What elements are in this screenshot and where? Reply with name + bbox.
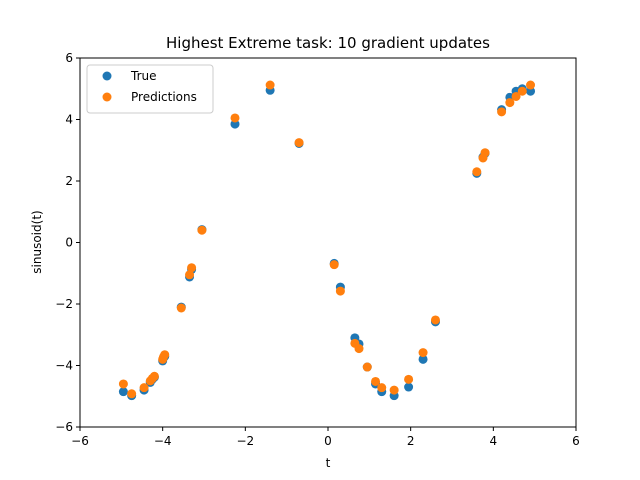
axis-ticks: −6 −4 −2 0 2 4 6 −6 −4 −2 0 2 4 6: [55, 51, 580, 448]
data-point: [418, 348, 428, 358]
y-tick-label: 0: [65, 236, 73, 250]
data-point: [176, 303, 186, 313]
data-point: [517, 86, 527, 96]
data-point: [197, 225, 207, 235]
data-point: [404, 374, 414, 384]
data-point: [497, 107, 507, 117]
x-tick-label: −6: [71, 434, 89, 448]
data-point: [149, 371, 159, 381]
data-points: [118, 80, 536, 401]
legend-marker: [102, 71, 112, 81]
data-point: [362, 362, 372, 372]
legend-marker: [102, 92, 112, 102]
data-point: [418, 354, 428, 364]
y-tick-label: −2: [55, 297, 73, 311]
data-point: [430, 315, 440, 325]
data-point: [329, 260, 339, 270]
data-point: [472, 167, 482, 177]
data-point: [185, 270, 195, 280]
y-axis-label: sinusoid(t): [30, 210, 44, 273]
series-true: [118, 84, 536, 401]
legend-box: [86, 64, 214, 114]
chart-title: Highest Extreme task: 10 gradient update…: [166, 34, 490, 52]
data-point: [377, 383, 387, 393]
data-point: [265, 80, 275, 90]
x-tick-label: 4: [490, 434, 498, 448]
x-tick-label: 6: [572, 434, 580, 448]
data-point: [118, 379, 128, 389]
data-point: [404, 382, 414, 392]
data-point: [526, 86, 536, 96]
y-tick-label: −6: [55, 420, 73, 434]
data-point: [371, 376, 381, 386]
data-point: [160, 350, 170, 360]
data-point: [354, 344, 364, 354]
x-axis-label: t: [326, 456, 331, 470]
data-point: [230, 113, 240, 123]
data-point: [480, 148, 490, 158]
data-point: [511, 91, 521, 101]
y-tick-label: 4: [65, 113, 73, 127]
legend-label: True: [130, 69, 157, 83]
data-point: [526, 80, 536, 90]
data-point: [505, 98, 515, 108]
data-point: [294, 138, 304, 148]
data-point: [230, 119, 240, 129]
data-point: [389, 385, 399, 395]
y-tick-label: 6: [65, 51, 73, 65]
data-point: [127, 389, 137, 399]
series-predictions: [118, 80, 536, 399]
y-tick-label: −4: [55, 359, 73, 373]
y-tick-label: 2: [65, 174, 73, 188]
x-tick-label: −4: [154, 434, 172, 448]
legend: True Predictions: [86, 64, 214, 114]
x-tick-label: 0: [324, 434, 332, 448]
data-point: [139, 383, 149, 393]
data-point: [118, 387, 128, 397]
data-point: [187, 263, 197, 273]
data-point: [335, 286, 345, 296]
x-tick-label: −2: [236, 434, 254, 448]
legend-label: Predictions: [131, 90, 197, 104]
x-tick-label: 2: [407, 434, 415, 448]
